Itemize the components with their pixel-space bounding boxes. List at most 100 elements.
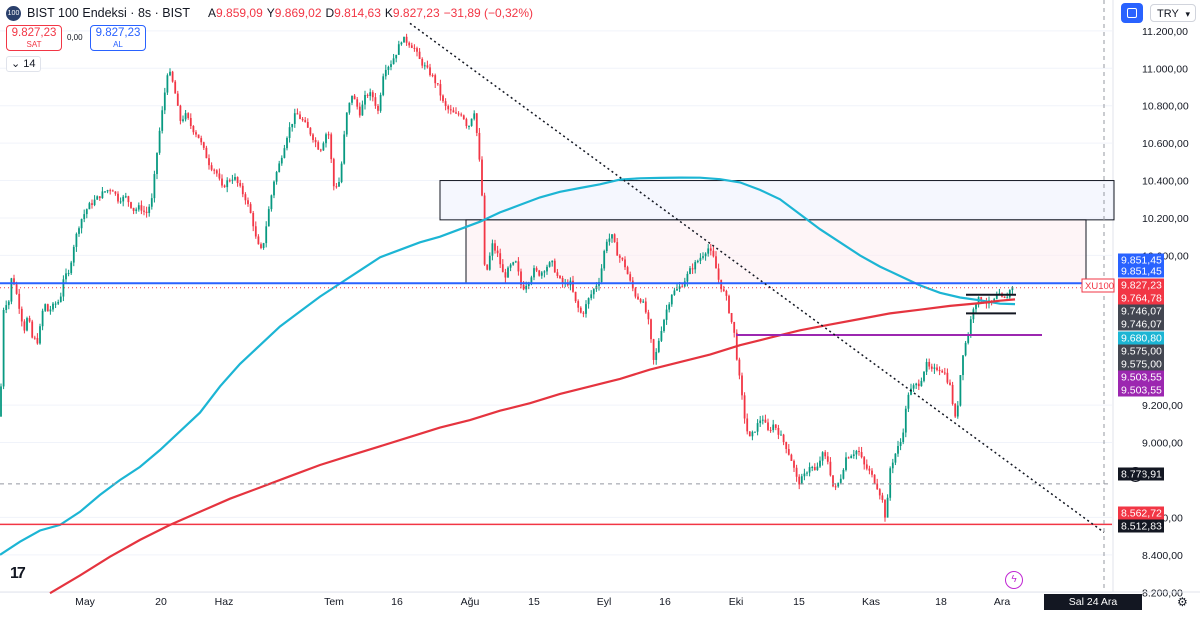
candle-body (88, 203, 91, 210)
candle-body (949, 382, 951, 385)
candle-body (626, 267, 629, 275)
candle-body (655, 351, 658, 360)
candle-body (260, 244, 262, 248)
crosshair-date-label: Sal 24 Ara '24 08:00 (1044, 594, 1142, 624)
candle-body (208, 158, 210, 166)
candle-body (816, 466, 819, 471)
candle-body (967, 334, 970, 343)
candle-body (936, 367, 938, 371)
candle-body (239, 183, 242, 186)
candle-body (280, 157, 283, 164)
candle-body (327, 134, 330, 136)
supply-zone-lower (465, 219, 1087, 284)
candle-body (702, 256, 704, 258)
candle-body (668, 304, 671, 310)
candle-body (273, 181, 275, 196)
candle-body (312, 134, 314, 140)
price-label-bg (1118, 383, 1164, 397)
candle-body (899, 441, 902, 446)
candle-body (254, 226, 257, 237)
candle-body (226, 180, 229, 188)
candle-body (231, 179, 234, 181)
candle-body (689, 268, 691, 274)
candle-body (2, 309, 5, 387)
candle-body (603, 250, 606, 269)
indicators-toggle[interactable]: ⌄ 14 (6, 56, 41, 72)
lightning-icon[interactable]: ϟ (1005, 571, 1023, 589)
candle-body (382, 76, 385, 95)
tradingview-logo[interactable]: 17 (10, 565, 26, 582)
add-alert-button[interactable]: + (1128, 467, 1143, 482)
candle-body (813, 467, 816, 471)
symbol-title[interactable]: BIST 100 Endeksi · 8s · BIST (27, 6, 191, 20)
candle-body (709, 248, 712, 251)
candle-body (465, 119, 468, 127)
candle-body (345, 112, 348, 135)
close-value: 9.827,23 (392, 6, 440, 20)
candle-body (374, 97, 377, 106)
candle-body (390, 64, 392, 67)
candles (0, 33, 1014, 522)
candle-body (371, 92, 374, 98)
candle-body (423, 65, 426, 67)
candle-body (397, 44, 400, 55)
screenshot-button[interactable] (1121, 3, 1143, 23)
candle-body (613, 234, 616, 243)
candle-body (158, 130, 161, 153)
candle-body (533, 268, 535, 278)
candle-body (725, 290, 728, 296)
candle-body (530, 277, 533, 283)
open-value: 9.859,09 (216, 6, 263, 20)
candle-body (119, 201, 122, 203)
candle-body (338, 182, 340, 187)
candle-body (746, 418, 749, 432)
candle-body (1003, 296, 1006, 298)
candle-body (153, 174, 156, 199)
candle-body (860, 452, 863, 458)
candle-body (475, 113, 478, 133)
candle-body (161, 110, 164, 131)
candle-body (964, 342, 967, 356)
sell-button[interactable]: 9.827,23 SAT (6, 25, 62, 51)
candle-body (808, 467, 811, 473)
candle-body (759, 420, 762, 424)
candle-body (314, 139, 317, 143)
candle-body (826, 456, 829, 462)
close-label: K (384, 6, 393, 20)
candle-body (431, 75, 434, 77)
candle-body (582, 312, 585, 314)
candle-body (41, 310, 44, 327)
candle-body (26, 318, 28, 331)
candle-body (270, 195, 273, 210)
candle-body (439, 84, 442, 96)
candle-body (525, 285, 528, 290)
candle-body (52, 303, 54, 310)
candle-body (122, 196, 125, 202)
candle-body (954, 403, 957, 417)
candle-body (767, 422, 769, 430)
candle-body (780, 434, 782, 436)
candle-body (481, 159, 483, 196)
candle-body (787, 449, 790, 455)
candle-body (470, 118, 473, 126)
candle-body (538, 270, 541, 276)
gear-icon[interactable]: ⚙ (1177, 595, 1188, 609)
candle-body (559, 275, 561, 278)
candle-body (304, 120, 307, 122)
buy-button[interactable]: 9.827,23 AL (90, 25, 146, 51)
candle-body (889, 468, 892, 498)
candle-body (548, 262, 551, 267)
candle-body (7, 301, 10, 306)
candle-body (777, 427, 780, 435)
candle-body (330, 134, 333, 160)
open-label: A (208, 6, 217, 20)
candle-body (418, 51, 421, 59)
chevron-down-icon: ⌄ (11, 58, 21, 70)
currency-select[interactable]: TRY ▾ (1150, 4, 1196, 22)
candle-body (832, 475, 834, 487)
candle-body (798, 476, 801, 485)
candle-body (535, 268, 538, 271)
price-chart[interactable]: 11.200,00 11.000,00 10.800,00 10.600,00 10.4… (0, 0, 1200, 613)
candle-body (717, 268, 720, 280)
candle-body (790, 454, 793, 461)
